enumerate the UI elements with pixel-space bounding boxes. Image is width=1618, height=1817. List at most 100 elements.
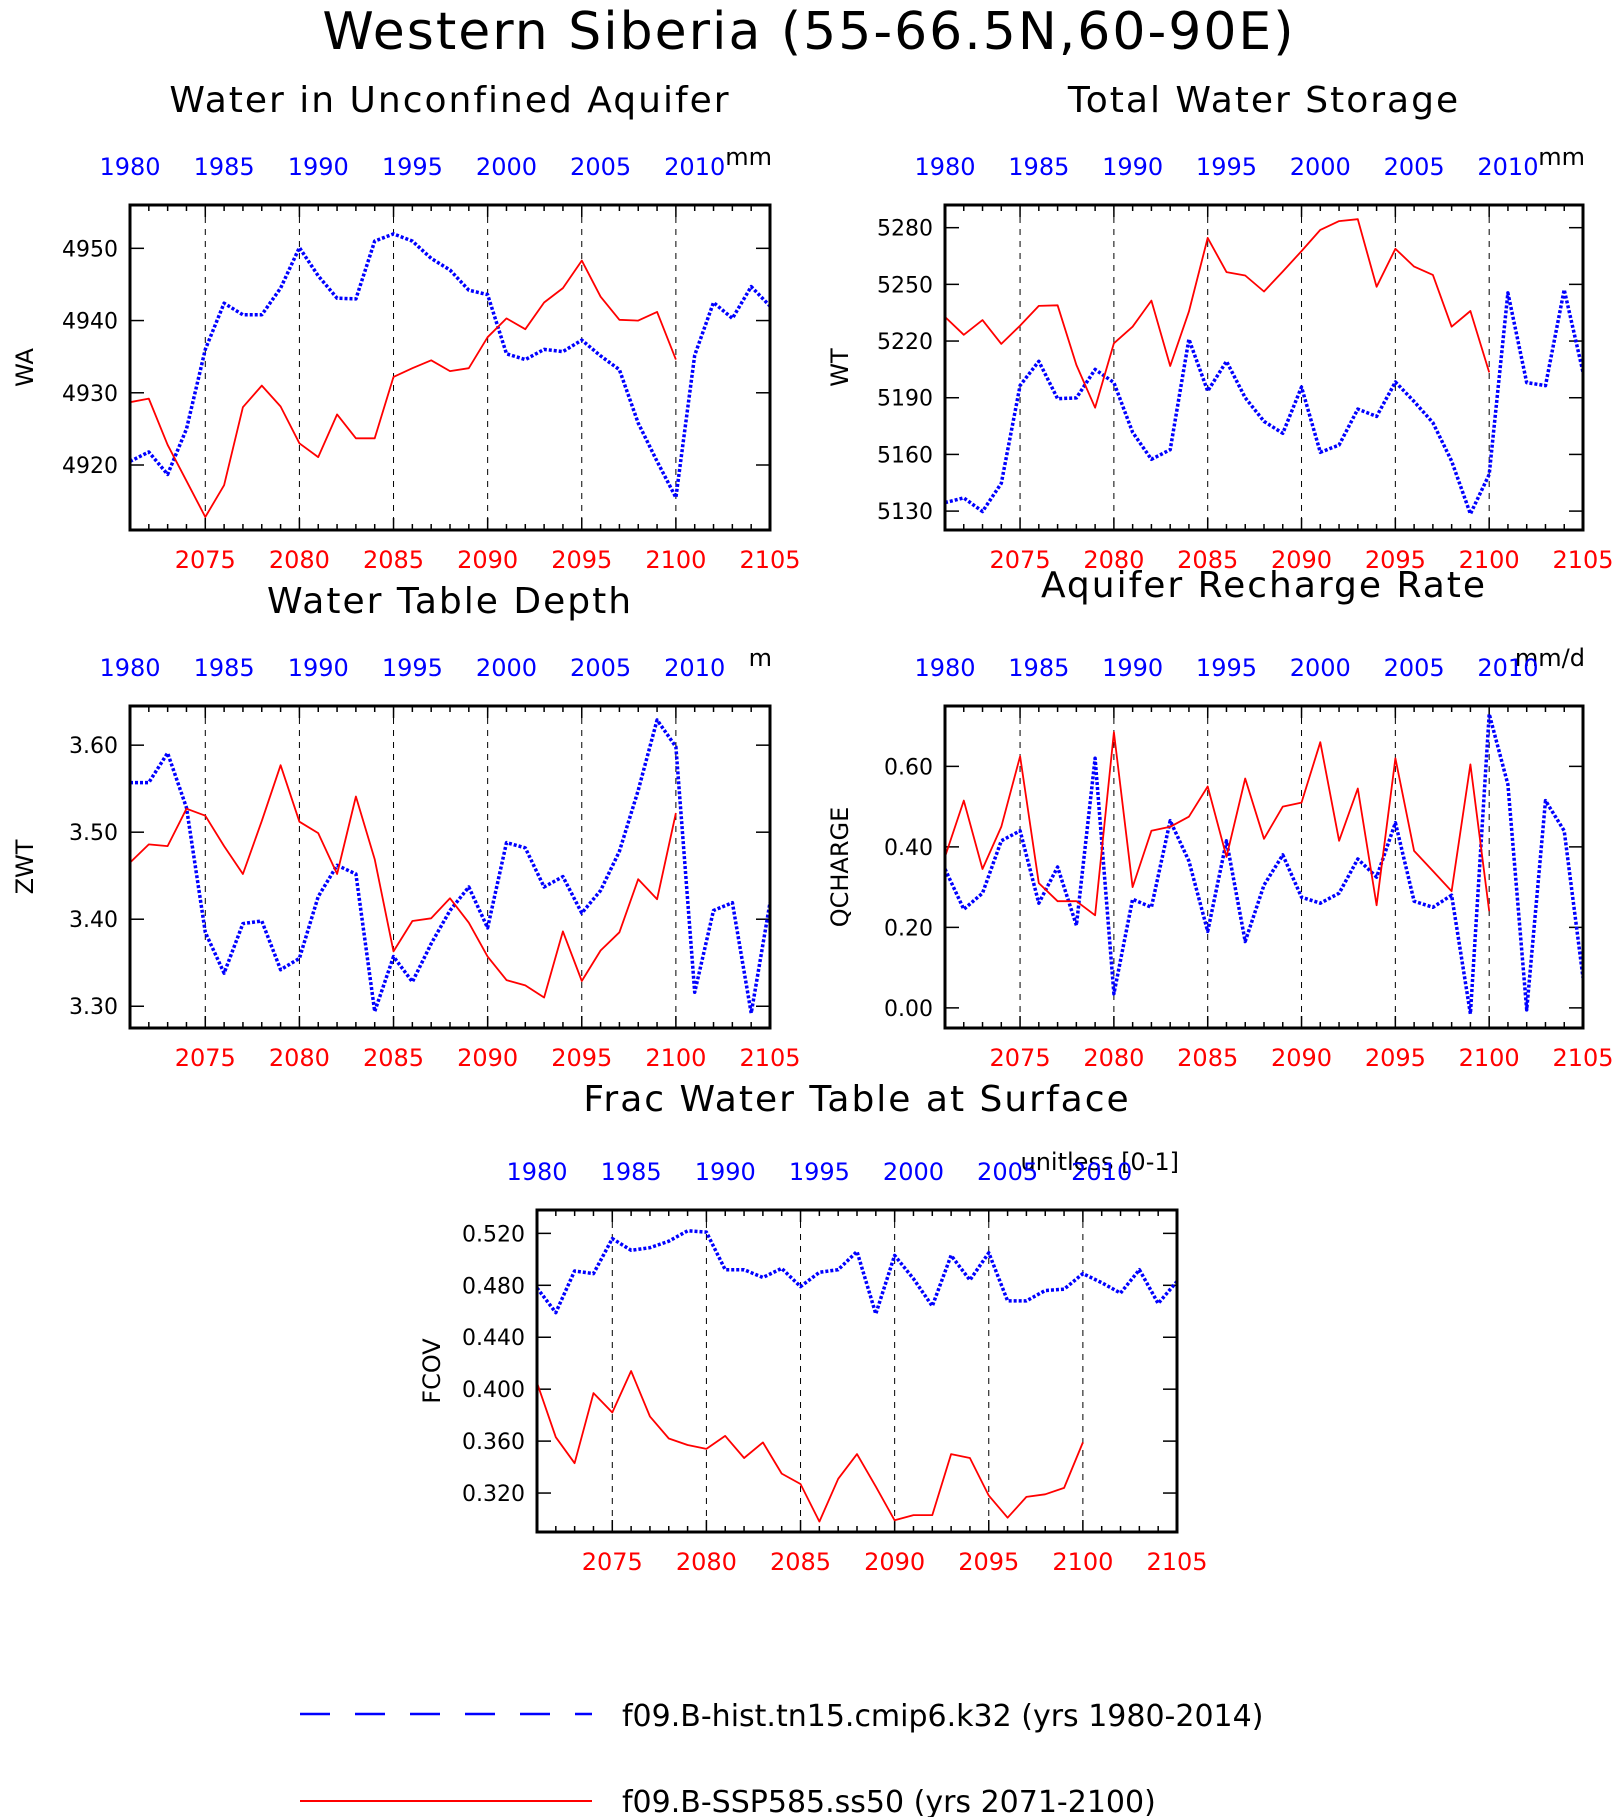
units-label: mm/d — [1515, 644, 1585, 672]
x-tick-label-top: 1990 — [1102, 654, 1163, 682]
x-tick-label-bottom: 2080 — [269, 546, 330, 574]
x-tick-label-top: 1990 — [288, 654, 349, 682]
x-tick-label-top: 1995 — [789, 1158, 850, 1186]
legend: f09.B-hist.tn15.cmip6.k32 (yrs 1980-2014… — [300, 1699, 1263, 1817]
x-tick-label-bottom: 2080 — [1083, 1044, 1144, 1072]
x-tick-label-bottom: 2085 — [363, 1044, 424, 1072]
x-tick-label-top: 1980 — [506, 1158, 567, 1186]
x-tick-label-bottom: 2095 — [1365, 546, 1426, 574]
x-tick-label-bottom: 2075 — [582, 1548, 643, 1576]
x-tick-label-top: 1985 — [194, 153, 255, 181]
y-tick-label: 0.40 — [884, 836, 933, 861]
panel-title: Total Water Storage — [1067, 80, 1460, 121]
x-tick-label-top: 1985 — [194, 654, 255, 682]
legend-hist-label: f09.B-hist.tn15.cmip6.k32 (yrs 1980-2014… — [622, 1699, 1263, 1734]
y-tick-label: 4930 — [62, 382, 118, 407]
x-tick-label-bottom: 2085 — [1177, 1044, 1238, 1072]
x-tick-label-top: 1995 — [1196, 153, 1257, 181]
x-tick-label-top: 2010 — [1477, 654, 1538, 682]
x-tick-label-bottom: 2105 — [1552, 1044, 1613, 1072]
x-tick-label-bottom: 2105 — [1552, 546, 1613, 574]
x-tick-label-top: 2005 — [570, 654, 631, 682]
y-tick-label: 4920 — [62, 454, 118, 479]
x-tick-label-top: 1980 — [914, 654, 975, 682]
units-label: unitless [0-1] — [1021, 1148, 1180, 1176]
x-tick-label-bottom: 2090 — [457, 546, 518, 574]
x-tick-label-top: 1995 — [382, 153, 443, 181]
y-tick-label: 5250 — [877, 273, 933, 298]
x-tick-label-top: 2000 — [476, 153, 537, 181]
y-tick-label: 0.320 — [462, 1482, 525, 1507]
y-tick-label: 0.00 — [884, 997, 933, 1022]
chart-panel-2: Total Water Storage mm 2075 2080 2085 2090 209… — [826, 80, 1614, 574]
panel-title: Water Table Depth — [267, 581, 633, 622]
y-tick-label: 4940 — [62, 310, 118, 335]
x-tick-label-top: 1980 — [99, 654, 160, 682]
x-tick-label-top: 2000 — [883, 1158, 944, 1186]
series-line-ssp — [130, 764, 677, 999]
series-line-hist — [945, 712, 1583, 1016]
y-tick-label: 3.30 — [69, 995, 118, 1020]
x-tick-label-top: 1990 — [695, 1158, 756, 1186]
x-tick-label-bottom: 2085 — [1177, 546, 1238, 574]
y-axis-label: WT — [826, 348, 854, 387]
x-tick-label-bottom: 2080 — [269, 1044, 330, 1072]
y-tick-label: 0.520 — [462, 1222, 525, 1247]
x-tick-label-bottom: 2090 — [864, 1548, 925, 1576]
x-tick-label-bottom: 2085 — [770, 1548, 831, 1576]
x-tick-label-top: 2000 — [1290, 654, 1351, 682]
x-tick-label-top: 2005 — [1384, 654, 1445, 682]
chart-panel-1: Water in Unconfined Aquifer mm 2075 2080 208… — [11, 80, 801, 574]
x-tick-label-bottom: 2095 — [551, 1044, 612, 1072]
plot-frame — [535, 1208, 1179, 1534]
x-tick-label-bottom: 2080 — [676, 1548, 737, 1576]
x-tick-label-bottom: 2075 — [990, 1044, 1051, 1072]
x-tick-label-top: 2005 — [570, 153, 631, 181]
x-tick-label-top: 2000 — [476, 654, 537, 682]
x-tick-label-bottom: 2095 — [958, 1548, 1019, 1576]
panel-title: Aquifer Recharge Rate — [1041, 565, 1487, 606]
legend-ssp-label: f09.B-SSP585.ss50 (yrs 2071-2100) — [622, 1785, 1156, 1817]
series-line-hist — [945, 287, 1583, 516]
y-tick-label: 5280 — [877, 217, 933, 242]
x-tick-label-bottom: 2100 — [645, 546, 706, 574]
x-tick-label-top: 1985 — [1008, 654, 1069, 682]
x-tick-label-bottom: 2100 — [645, 1044, 706, 1072]
x-tick-label-top: 2010 — [1477, 153, 1538, 181]
y-tick-label: 4950 — [62, 237, 118, 262]
y-tick-label: 0.360 — [462, 1430, 525, 1455]
x-tick-label-bottom: 2095 — [1365, 1044, 1426, 1072]
x-tick-label-bottom: 2105 — [739, 546, 800, 574]
y-tick-label: 0.60 — [884, 755, 933, 780]
x-tick-label-bottom: 2100 — [1459, 546, 1520, 574]
series-line-ssp — [130, 259, 677, 518]
panel-title: Water in Unconfined Aquifer — [169, 80, 730, 121]
y-tick-label: 3.50 — [69, 821, 118, 846]
units-label: mm — [725, 143, 772, 171]
x-tick-label-bottom: 2090 — [457, 1044, 518, 1072]
figure-title: Western Siberia (55-66.5N,60-90E) — [322, 2, 1296, 62]
series-line-hist — [537, 1229, 1177, 1316]
units-label: mm — [1538, 143, 1585, 171]
x-tick-label-top: 2000 — [1290, 153, 1351, 181]
x-tick-label-top: 1980 — [914, 153, 975, 181]
y-axis-label: ZWT — [11, 839, 39, 894]
x-tick-label-bottom: 2105 — [739, 1044, 800, 1072]
series-line-ssp — [945, 218, 1491, 409]
chart-panel-4: Aquifer Recharge Rate mm/d 2075 2080 2085 209… — [826, 565, 1614, 1072]
x-tick-label-top: 2005 — [977, 1158, 1038, 1186]
y-tick-label: 5130 — [877, 500, 933, 525]
series-line-ssp — [537, 1370, 1084, 1523]
y-axis-label: WA — [11, 348, 39, 387]
x-tick-label-bottom: 2095 — [551, 546, 612, 574]
units-label: m — [749, 644, 772, 672]
plot-frame — [128, 203, 772, 532]
plot-frame — [943, 203, 1585, 532]
x-tick-label-bottom: 2075 — [175, 1044, 236, 1072]
x-tick-label-bottom: 2075 — [990, 546, 1051, 574]
x-tick-label-top: 2010 — [664, 654, 725, 682]
x-tick-label-bottom: 2100 — [1052, 1548, 1113, 1576]
series-line-hist — [130, 232, 770, 500]
series-line-ssp — [945, 731, 1491, 917]
